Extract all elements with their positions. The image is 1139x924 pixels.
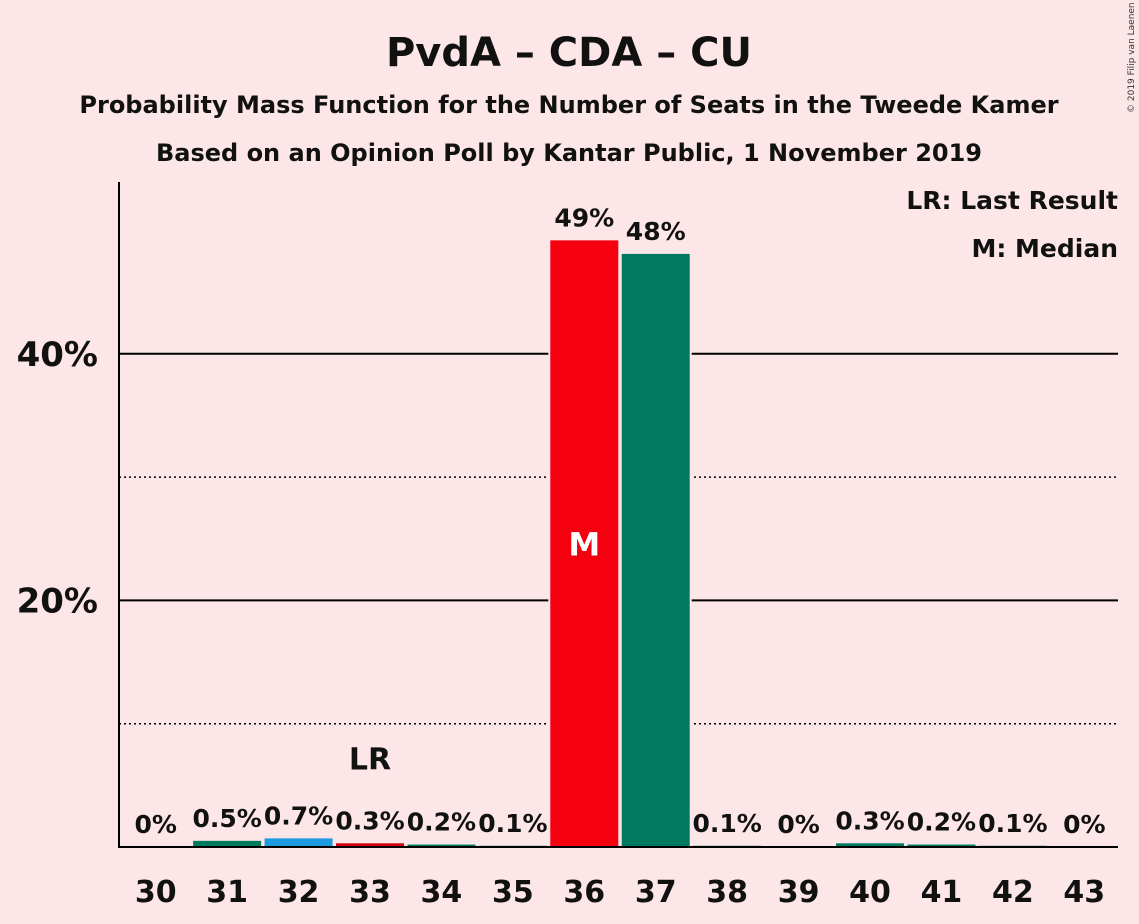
y-tick-label: 20% <box>17 581 98 621</box>
bar-series <box>191 238 1049 847</box>
legend-last-result: LR: Last Result <box>906 186 1118 215</box>
x-tick-label: 35 <box>492 875 534 910</box>
x-tick-label: 38 <box>706 875 748 910</box>
x-tick-label: 40 <box>849 875 891 910</box>
bar-gap <box>476 843 549 847</box>
bar-41 <box>907 844 976 847</box>
x-tick-label: 33 <box>349 875 391 910</box>
legend-median: M: Median <box>971 234 1118 263</box>
bar-33 <box>336 843 405 847</box>
x-tick-label: 39 <box>778 875 820 910</box>
x-axis-ticks: 30 31 32 33 34 35 36 37 38 39 40 41 42 43 <box>135 875 1105 910</box>
last-result-marker: LR <box>349 742 391 777</box>
data-label-41: 0.2% <box>907 808 976 837</box>
y-tick-label: 40% <box>17 335 98 375</box>
data-label-30: 0% <box>134 810 176 839</box>
data-label-32: 0.7% <box>264 801 333 830</box>
bar-37 <box>621 253 690 847</box>
chart-subtitle-line1: Probability Mass Function for the Number… <box>79 91 1058 119</box>
data-label-38: 0.1% <box>692 809 761 838</box>
bar-40 <box>836 843 905 847</box>
x-tick-label: 32 <box>278 875 320 910</box>
x-tick-label: 30 <box>135 875 177 910</box>
bar-gap <box>976 843 1049 847</box>
bar-36 <box>550 240 619 847</box>
chart-subtitle-line2: Based on an Opinion Poll by Kantar Publi… <box>156 139 982 167</box>
x-tick-label: 41 <box>921 875 963 910</box>
data-label-42: 0.1% <box>978 809 1047 838</box>
bar-34 <box>407 844 476 847</box>
x-tick-label: 31 <box>206 875 248 910</box>
x-tick-label: 37 <box>635 875 677 910</box>
x-tick-label: 36 <box>563 875 605 910</box>
data-label-40: 0.3% <box>835 806 904 835</box>
x-tick-label: 34 <box>421 875 463 910</box>
chart-title: PvdA – CDA – CU <box>386 30 752 76</box>
bar-32 <box>264 838 333 847</box>
data-label-39: 0% <box>777 810 819 839</box>
data-label-35: 0.1% <box>478 809 547 838</box>
bar-gap <box>691 843 764 847</box>
data-label-43: 0% <box>1063 810 1105 839</box>
data-label-31: 0.5% <box>192 804 261 833</box>
data-label-33: 0.3% <box>335 806 404 835</box>
copyright-note: © 2019 Filip van Laenen <box>1127 2 1137 113</box>
data-label-37: 48% <box>626 217 686 246</box>
y-axis-ticks: 20% 40% <box>17 335 98 622</box>
x-tick-label: 43 <box>1063 875 1105 910</box>
bar-31 <box>193 840 262 847</box>
median-marker: M <box>568 526 600 564</box>
data-label-34: 0.2% <box>407 808 476 837</box>
data-labels: 0% 0.5% 0.7% 0.3%LR0.2% 0.1%49%M48%0.1% 0% 0.3… <box>134 203 1105 839</box>
data-label-36: 49% <box>554 203 614 232</box>
x-tick-label: 42 <box>992 875 1034 910</box>
